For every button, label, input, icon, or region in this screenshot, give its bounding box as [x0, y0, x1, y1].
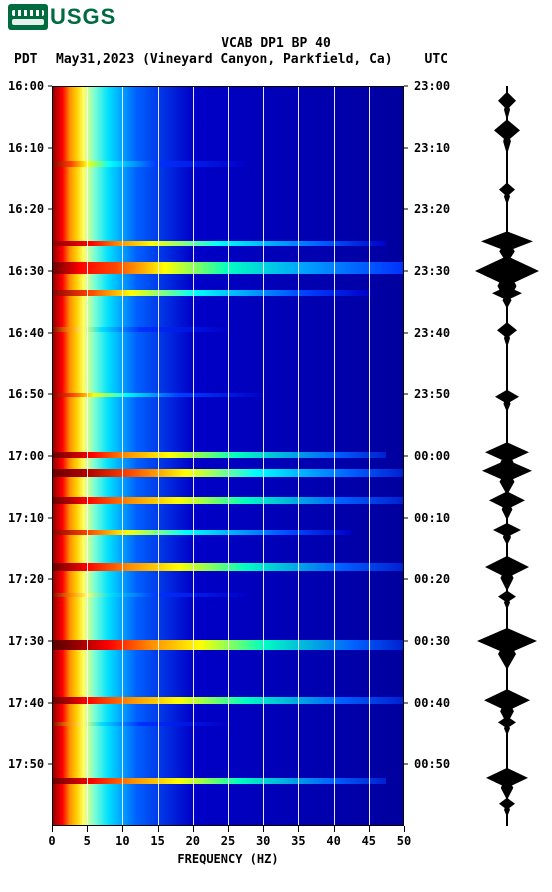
- y-left-label: 17:10: [8, 511, 44, 525]
- spectrogram-event: [52, 593, 246, 597]
- y-right-tick: [404, 517, 408, 518]
- spectrogram-event: [52, 497, 404, 504]
- usgs-logo: USGS: [8, 4, 116, 30]
- y-left-tick: [48, 764, 52, 765]
- y-left-tick: [48, 579, 52, 580]
- page-root: USGS VCAB DP1 BP 40 PDT May31,2023 (Vine…: [0, 0, 552, 892]
- y-left-tick: [48, 209, 52, 210]
- tz-left-label: PDT: [14, 52, 37, 67]
- x-tick: [228, 826, 229, 832]
- y-right-label: 00:00: [414, 449, 450, 463]
- x-tick: [334, 826, 335, 832]
- seismogram-panel: [470, 86, 544, 826]
- x-tick-label: 40: [326, 834, 340, 848]
- y-right-tick: [404, 764, 408, 765]
- y-right-label: 23:50: [414, 387, 450, 401]
- x-tick: [158, 826, 159, 832]
- spectrogram-event: [52, 778, 386, 784]
- y-left-label: 16:20: [8, 202, 44, 216]
- spectrogram-event: [52, 452, 386, 458]
- y-left-tick: [48, 641, 52, 642]
- y-left-label: 17:00: [8, 449, 44, 463]
- x-tick: [404, 826, 405, 832]
- x-tick: [298, 826, 299, 832]
- y-right-label: 00:30: [414, 634, 450, 648]
- x-tick: [193, 826, 194, 832]
- tz-right-label: UTC: [425, 52, 448, 67]
- x-tick: [87, 826, 88, 832]
- x-tick: [122, 826, 123, 832]
- spectrogram-event: [52, 262, 404, 274]
- y-right-tick: [404, 86, 408, 87]
- spectrogram-event: [52, 327, 228, 332]
- y-right-label: 00:50: [414, 757, 450, 771]
- x-tick-label: 30: [256, 834, 270, 848]
- spectrogram-event: [52, 722, 228, 726]
- chart-title: VCAB DP1 BP 40: [0, 36, 552, 51]
- x-tick-label: 0: [48, 834, 55, 848]
- y-right-label: 00:20: [414, 572, 450, 586]
- spectrogram-event: [52, 530, 351, 535]
- x-axis-title: FREQUENCY (HZ): [52, 852, 404, 866]
- x-tick-label: 35: [291, 834, 305, 848]
- y-right-tick: [404, 702, 408, 703]
- spectrogram-event: [52, 290, 369, 296]
- x-tick-label: 45: [362, 834, 376, 848]
- y-right-tick: [404, 209, 408, 210]
- y-left-label: 17:50: [8, 757, 44, 771]
- usgs-logo-text: USGS: [50, 4, 116, 30]
- y-left-tick: [48, 702, 52, 703]
- y-left-label: 16:40: [8, 326, 44, 340]
- spectrogram-plot: [52, 86, 404, 826]
- spectrogram-event: [52, 469, 404, 477]
- x-tick-label: 5: [84, 834, 91, 848]
- y-right-tick: [404, 394, 408, 395]
- y-right-tick: [404, 332, 408, 333]
- y-left-tick: [48, 271, 52, 272]
- x-axis: FREQUENCY (HZ) 05101520253035404550: [52, 826, 404, 866]
- y-left-label: 17:20: [8, 572, 44, 586]
- spectrogram-event: [52, 161, 246, 167]
- y-left-label: 16:50: [8, 387, 44, 401]
- y-right-tick: [404, 271, 408, 272]
- y-left-tick: [48, 332, 52, 333]
- y-right-tick: [404, 579, 408, 580]
- x-tick-label: 10: [115, 834, 129, 848]
- x-tick: [369, 826, 370, 832]
- y-left-tick: [48, 86, 52, 87]
- y-right-label: 23:00: [414, 79, 450, 93]
- y-left-label: 16:30: [8, 264, 44, 278]
- y-left-label: 17:40: [8, 696, 44, 710]
- spectrogram-event: [52, 393, 263, 397]
- y-right-tick: [404, 456, 408, 457]
- y-right-label: 23:30: [414, 264, 450, 278]
- y-right-label: 00:10: [414, 511, 450, 525]
- y-left-label: 16:00: [8, 79, 44, 93]
- spectrogram-event: [52, 640, 404, 650]
- spectrogram-event: [52, 563, 404, 571]
- spectrogram-events: [52, 86, 404, 826]
- y-right-label: 23:10: [414, 141, 450, 155]
- y-left-label: 16:10: [8, 141, 44, 155]
- x-tick-label: 20: [186, 834, 200, 848]
- x-tick-label: 25: [221, 834, 235, 848]
- usgs-logo-mark: [8, 4, 48, 30]
- y-left-tick: [48, 147, 52, 148]
- date-station-label: May31,2023 (Vineyard Canyon, Parkfield, …: [56, 52, 393, 67]
- x-tick: [52, 826, 53, 832]
- y-left-label: 17:30: [8, 634, 44, 648]
- x-tick-label: 15: [150, 834, 164, 848]
- spectrogram-event: [52, 697, 404, 704]
- x-tick-label: 50: [397, 834, 411, 848]
- spectrogram-event: [52, 241, 386, 246]
- y-left-tick: [48, 517, 52, 518]
- y-right-label: 00:40: [414, 696, 450, 710]
- y-right-label: 23:20: [414, 202, 450, 216]
- x-tick: [263, 826, 264, 832]
- y-left-tick: [48, 394, 52, 395]
- y-right-tick: [404, 147, 408, 148]
- y-right-label: 23:40: [414, 326, 450, 340]
- y-right-tick: [404, 641, 408, 642]
- y-left-tick: [48, 456, 52, 457]
